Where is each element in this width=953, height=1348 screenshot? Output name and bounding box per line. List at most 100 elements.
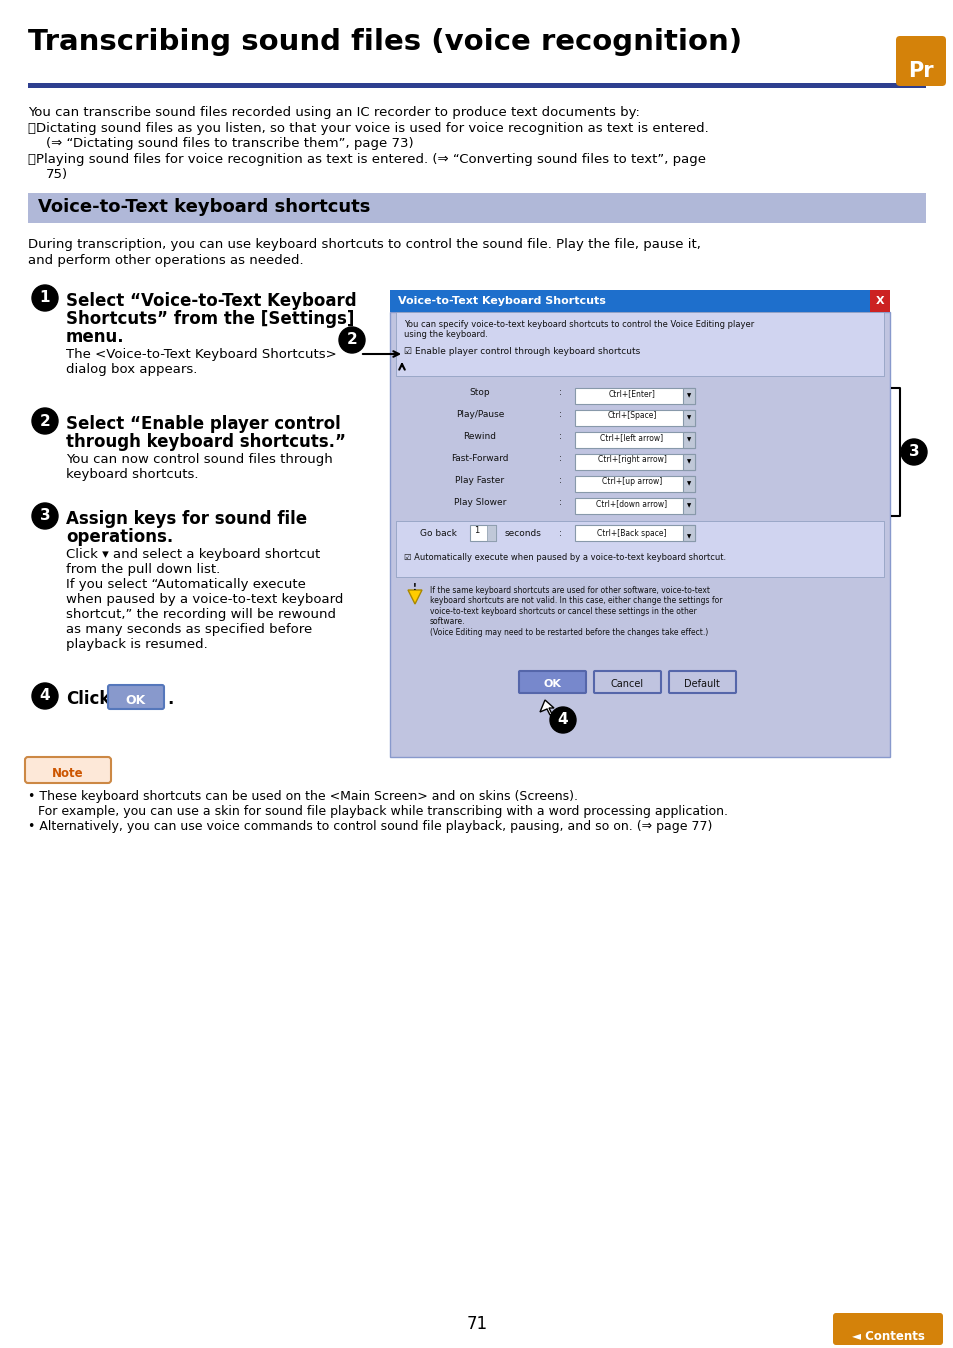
Text: :: : [558, 410, 561, 419]
Text: Ctrl+[left arrow]: Ctrl+[left arrow] [599, 433, 663, 442]
Bar [575, 454, 695, 470]
Text: 3: 3 [40, 508, 51, 523]
Polygon shape [408, 590, 421, 604]
Circle shape [338, 328, 365, 353]
Bar [575, 476, 695, 492]
FancyBboxPatch shape [518, 671, 585, 693]
Bar [390, 311, 889, 758]
Text: For example, you can use a skin for sound file playback while transcribing with : For example, you can use a skin for soun… [38, 805, 727, 818]
Text: Click: Click [66, 690, 111, 708]
Circle shape [32, 503, 58, 528]
Bar [682, 388, 695, 404]
Bar [395, 311, 883, 376]
Text: Fast-Forward: Fast-Forward [451, 454, 508, 462]
Text: Play Faster: Play Faster [455, 476, 504, 485]
Text: X: X [875, 297, 883, 306]
Text: Click ▾ and select a keyboard shortcut: Click ▾ and select a keyboard shortcut [66, 549, 320, 561]
Bar [682, 410, 695, 426]
Text: .: . [167, 690, 173, 708]
Bar [575, 524, 695, 541]
Text: 1: 1 [40, 291, 51, 306]
Bar [682, 476, 695, 492]
Circle shape [900, 439, 926, 465]
Bar [470, 524, 496, 541]
Text: Go back: Go back [419, 528, 456, 538]
Text: dialog box appears.: dialog box appears. [66, 363, 197, 376]
Text: ☑ Automatically execute when paused by a voice-to-text keyboard shortcut.: ☑ Automatically execute when paused by a… [403, 553, 725, 562]
Text: :: : [558, 497, 561, 507]
Text: Rewind: Rewind [463, 431, 496, 441]
FancyBboxPatch shape [594, 671, 660, 693]
Bar [575, 431, 695, 448]
Text: You can transcribe sound files recorded using an IC recorder to produce text doc: You can transcribe sound files recorded … [28, 106, 639, 119]
Bar [682, 497, 695, 514]
Text: !: ! [413, 582, 416, 592]
Text: OK: OK [542, 679, 560, 689]
Text: ⒷPlaying sound files for voice recognition as text is entered. (⇒ “Converting so: ⒷPlaying sound files for voice recogniti… [28, 154, 705, 166]
Circle shape [550, 706, 576, 733]
Text: • These keyboard shortcuts can be used on the <Main Screen> and on skins (Screen: • These keyboard shortcuts can be used o… [28, 790, 578, 803]
Text: seconds: seconds [504, 528, 541, 538]
Text: ⒶDictating sound files as you listen, so that your voice is used for voice recog: ⒶDictating sound files as you listen, so… [28, 123, 708, 135]
Text: Transcribing sound files (voice recognition): Transcribing sound files (voice recognit… [28, 28, 741, 57]
Text: 4: 4 [40, 689, 51, 704]
Text: playback is resumed.: playback is resumed. [66, 638, 208, 651]
Text: ▼: ▼ [686, 481, 690, 487]
Text: Cancel: Cancel [610, 679, 643, 689]
Text: If you select “Automatically execute: If you select “Automatically execute [66, 578, 306, 590]
Text: using the keyboard.: using the keyboard. [403, 330, 487, 338]
Text: Stop: Stop [469, 388, 490, 398]
Text: Select “Enable player control: Select “Enable player control [66, 415, 340, 433]
Bar [682, 524, 695, 541]
Text: The <Voice-to-Text Keyboard Shortcuts>: The <Voice-to-Text Keyboard Shortcuts> [66, 348, 336, 361]
Text: Ctrl+[Back space]: Ctrl+[Back space] [597, 528, 666, 538]
FancyBboxPatch shape [25, 758, 111, 783]
Bar [575, 388, 695, 404]
Bar [486, 524, 496, 541]
Text: Pr: Pr [907, 61, 933, 81]
Text: and perform other operations as needed.: and perform other operations as needed. [28, 253, 303, 267]
Text: shortcut,” the recording will be rewound: shortcut,” the recording will be rewound [66, 608, 335, 621]
Bar [575, 410, 695, 426]
Bar [395, 520, 883, 577]
Text: Select “Voice-to-Text Keyboard: Select “Voice-to-Text Keyboard [66, 293, 356, 310]
Text: ▼: ▼ [686, 437, 690, 442]
FancyBboxPatch shape [108, 685, 164, 709]
Text: when paused by a voice-to-text keyboard: when paused by a voice-to-text keyboard [66, 593, 343, 607]
Text: Shortcuts” from the [Settings]: Shortcuts” from the [Settings] [66, 310, 354, 328]
Text: Play/Pause: Play/Pause [456, 410, 503, 419]
Text: Voice-to-Text Keyboard Shortcuts: Voice-to-Text Keyboard Shortcuts [397, 297, 605, 306]
Bar [575, 497, 695, 514]
Text: Ctrl+[right arrow]: Ctrl+[right arrow] [597, 456, 666, 464]
Bar [28, 84, 925, 88]
Text: Assign keys for sound file: Assign keys for sound file [66, 510, 307, 528]
Text: ▼: ▼ [686, 394, 690, 398]
FancyBboxPatch shape [668, 671, 735, 693]
Text: During transcription, you can use keyboard shortcuts to control the sound file. : During transcription, you can use keyboa… [28, 239, 700, 251]
Text: 3: 3 [908, 445, 919, 460]
Text: OK: OK [126, 694, 146, 706]
Circle shape [32, 408, 58, 434]
Text: ▼: ▼ [686, 460, 690, 464]
Text: 75): 75) [46, 168, 68, 181]
Text: :: : [558, 476, 561, 485]
Text: Voice-to-Text keyboard shortcuts: Voice-to-Text keyboard shortcuts [38, 198, 370, 216]
Text: 2: 2 [40, 414, 51, 429]
Text: Ctrl+[up arrow]: Ctrl+[up arrow] [601, 477, 661, 487]
Text: 2: 2 [346, 333, 357, 348]
Text: You can specify voice-to-text keyboard shortcuts to control the Voice Editing pl: You can specify voice-to-text keyboard s… [403, 319, 754, 329]
Bar [682, 454, 695, 470]
FancyBboxPatch shape [832, 1313, 942, 1345]
Text: from the pull down list.: from the pull down list. [66, 563, 220, 576]
Circle shape [32, 284, 58, 311]
Bar [390, 290, 889, 311]
Text: ▼: ▼ [686, 534, 690, 539]
Text: Note: Note [52, 767, 84, 780]
Text: If the same keyboard shortcuts are used for other software, voice-to-text
keyboa: If the same keyboard shortcuts are used … [430, 586, 721, 636]
Text: Ctrl+[Space]: Ctrl+[Space] [607, 411, 656, 421]
Polygon shape [539, 700, 554, 714]
Text: ☑ Enable player control through keyboard shortcuts: ☑ Enable player control through keyboard… [403, 346, 639, 356]
Text: Ctrl+[down arrow]: Ctrl+[down arrow] [596, 499, 667, 508]
Text: ▼: ▼ [686, 503, 690, 508]
Text: 71: 71 [466, 1316, 487, 1333]
